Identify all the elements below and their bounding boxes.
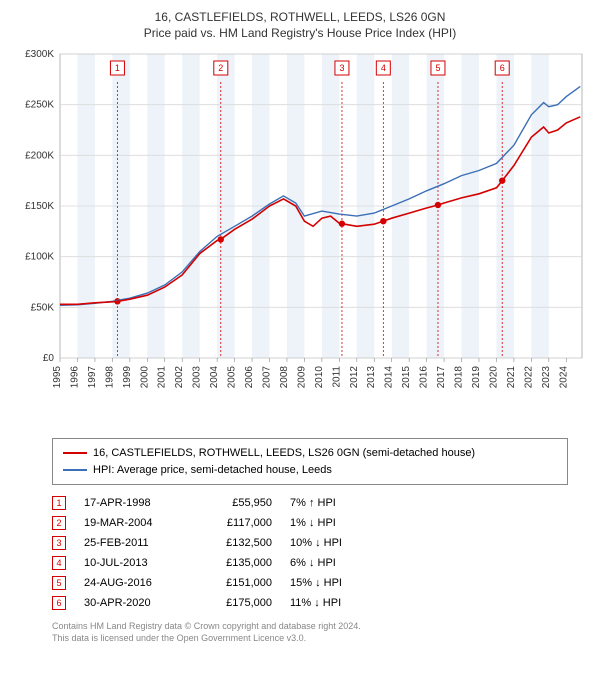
svg-text:2024: 2024 [558, 366, 569, 389]
sale-row: 3 25-FEB-2011 £132,500 10% ↓ HPI [52, 533, 568, 553]
footer-attribution: Contains HM Land Registry data © Crown c… [52, 621, 568, 644]
svg-text:1998: 1998 [104, 366, 115, 389]
svg-text:£300K: £300K [25, 49, 54, 60]
svg-text:2008: 2008 [279, 366, 290, 389]
legend-row: HPI: Average price, semi-detached house,… [63, 462, 557, 479]
sale-price: £55,950 [202, 497, 272, 509]
svg-text:1999: 1999 [122, 366, 133, 389]
svg-text:1997: 1997 [87, 366, 98, 389]
svg-text:£100K: £100K [25, 252, 54, 263]
legend-swatch [63, 469, 87, 471]
sale-date: 17-APR-1998 [84, 497, 184, 509]
svg-text:2019: 2019 [471, 366, 482, 389]
legend-swatch [63, 452, 87, 454]
svg-text:2006: 2006 [244, 366, 255, 389]
sale-diff: 11% ↓ HPI [290, 597, 380, 609]
svg-text:2015: 2015 [401, 366, 412, 389]
svg-text:1996: 1996 [69, 366, 80, 389]
sale-diff: 15% ↓ HPI [290, 577, 380, 589]
svg-text:2002: 2002 [174, 366, 185, 389]
sale-marker-badge: 6 [52, 596, 66, 610]
sale-marker-badge: 2 [52, 516, 66, 530]
sale-row: 1 17-APR-1998 £55,950 7% ↑ HPI [52, 493, 568, 513]
legend-row: 16, CASTLEFIELDS, ROTHWELL, LEEDS, LS26 … [63, 445, 557, 462]
chart-svg: £0 £50K £100K £150K £200K £250K £300K 1995 1996 1… [12, 48, 588, 428]
svg-text:2020: 2020 [488, 366, 499, 389]
svg-text:2022: 2022 [523, 366, 534, 389]
svg-text:2018: 2018 [454, 366, 465, 389]
sale-marker-badge: 4 [52, 556, 66, 570]
svg-text:2007: 2007 [261, 366, 272, 389]
sale-row: 2 19-MAR-2004 £117,000 1% ↓ HPI [52, 513, 568, 533]
sale-marker-badge: 5 [52, 576, 66, 590]
svg-text:2001: 2001 [157, 366, 168, 389]
svg-text:3: 3 [339, 63, 344, 73]
sale-price: £151,000 [202, 577, 272, 589]
title-subtitle: Price paid vs. HM Land Registry's House … [12, 26, 588, 40]
svg-text:2000: 2000 [139, 366, 150, 389]
svg-text:2012: 2012 [349, 366, 360, 389]
svg-text:4: 4 [381, 63, 386, 73]
sale-diff: 10% ↓ HPI [290, 537, 380, 549]
svg-text:2011: 2011 [331, 366, 342, 388]
svg-text:2005: 2005 [227, 366, 238, 389]
svg-text:2009: 2009 [296, 366, 307, 389]
svg-text:6: 6 [500, 63, 505, 73]
sale-price: £175,000 [202, 597, 272, 609]
sale-diff: 7% ↑ HPI [290, 497, 380, 509]
sale-price: £132,500 [202, 537, 272, 549]
svg-text:2: 2 [218, 63, 223, 73]
svg-text:£50K: £50K [31, 302, 55, 313]
sales-table: 1 17-APR-1998 £55,950 7% ↑ HPI 2 19-MAR-2004 £… [52, 493, 568, 613]
footer-line2: This data is licensed under the Open Gov… [52, 633, 568, 645]
sale-date: 24-AUG-2016 [84, 577, 184, 589]
legend: 16, CASTLEFIELDS, ROTHWELL, LEEDS, LS26 … [52, 438, 568, 485]
svg-text:£200K: £200K [25, 150, 54, 161]
sale-marker-badge: 3 [52, 536, 66, 550]
footer-line1: Contains HM Land Registry data © Crown c… [52, 621, 568, 633]
title-address: 16, CASTLEFIELDS, ROTHWELL, LEEDS, LS26 … [12, 10, 588, 24]
sale-date: 30-APR-2020 [84, 597, 184, 609]
svg-text:1: 1 [115, 63, 120, 73]
svg-text:£0: £0 [43, 353, 55, 364]
legend-label: 16, CASTLEFIELDS, ROTHWELL, LEEDS, LS26 … [93, 445, 475, 462]
svg-text:2003: 2003 [192, 366, 203, 389]
svg-text:2023: 2023 [541, 366, 552, 389]
sale-date: 10-JUL-2013 [84, 557, 184, 569]
svg-text:2014: 2014 [384, 366, 395, 389]
sale-diff: 6% ↓ HPI [290, 557, 380, 569]
sale-price: £135,000 [202, 557, 272, 569]
title-block: 16, CASTLEFIELDS, ROTHWELL, LEEDS, LS26 … [12, 10, 588, 40]
sale-row: 4 10-JUL-2013 £135,000 6% ↓ HPI [52, 553, 568, 573]
legend-label: HPI: Average price, semi-detached house,… [93, 462, 332, 479]
svg-text:£150K: £150K [25, 201, 54, 212]
svg-text:2016: 2016 [419, 366, 430, 389]
svg-text:2017: 2017 [436, 366, 447, 389]
chart-area: £0 £50K £100K £150K £200K £250K £300K 1995 1996 1… [12, 48, 588, 428]
svg-text:2010: 2010 [314, 366, 325, 389]
svg-text:2013: 2013 [366, 366, 377, 389]
sale-marker-badge: 1 [52, 496, 66, 510]
svg-text:£250K: £250K [25, 100, 54, 111]
sale-date: 19-MAR-2004 [84, 517, 184, 529]
sale-row: 5 24-AUG-2016 £151,000 15% ↓ HPI [52, 573, 568, 593]
sale-date: 25-FEB-2011 [84, 537, 184, 549]
svg-text:2004: 2004 [209, 366, 220, 389]
svg-text:5: 5 [435, 63, 440, 73]
sale-row: 6 30-APR-2020 £175,000 11% ↓ HPI [52, 593, 568, 613]
svg-text:2021: 2021 [506, 366, 517, 389]
svg-text:1995: 1995 [52, 366, 63, 389]
sale-price: £117,000 [202, 517, 272, 529]
sale-diff: 1% ↓ HPI [290, 517, 380, 529]
chart-container: 16, CASTLEFIELDS, ROTHWELL, LEEDS, LS26 … [0, 0, 600, 654]
